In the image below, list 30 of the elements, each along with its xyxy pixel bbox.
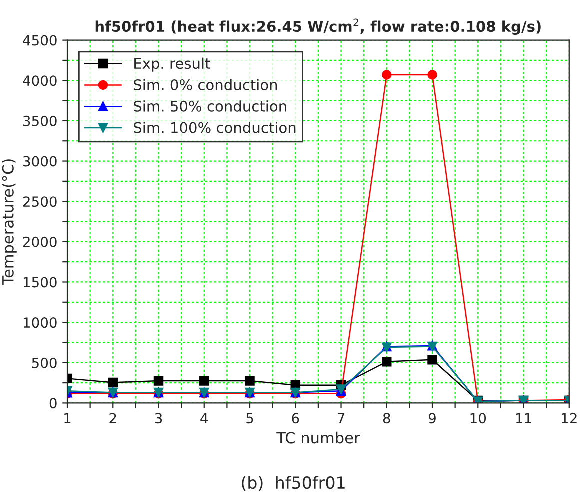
x-tick-label: 1 (64, 413, 71, 424)
legend-label: Sim. 50% conduction (134, 100, 286, 112)
x-tick-label: 7 (338, 413, 344, 424)
y-tick-label: 3000 (23, 156, 57, 167)
x-tick-label: 2 (110, 413, 116, 424)
legend-label: Sim. 0% conduction (134, 79, 278, 91)
y-tick-label: 2000 (23, 236, 57, 248)
x-tick-label: 5 (246, 413, 254, 424)
y-tick-label: 4000 (23, 76, 57, 86)
y-tick-label: 0 (50, 398, 57, 409)
y-tick-label: 2500 (23, 196, 57, 208)
x-tick-label: 9 (428, 413, 436, 424)
legend-label: Exp. result (134, 58, 210, 72)
x-tick-label: 6 (292, 413, 300, 424)
chart-title: hf50fr01 (heat flux:26.45 W/cm$^{2}$, flow rate:0.108 kg/s) (96, 18, 541, 36)
x-tick-label: 4 (200, 413, 208, 424)
x-axis-title: TC number (276, 432, 360, 444)
x-tick-label: 8 (383, 413, 390, 424)
text: (b) hf50fr01 (242, 476, 345, 492)
y-tick-label: 3500 (23, 116, 57, 126)
x-tick-label: 11 (516, 413, 532, 424)
y-tick-label: 4500 (23, 35, 57, 46)
y-tick-label: 500 (32, 358, 57, 368)
y-tick-label: 1500 (24, 277, 57, 288)
x-tick-label: 3 (155, 413, 162, 424)
y-axis-title: Temperature(°C) (2, 160, 17, 286)
x-tick-label: 10 (470, 413, 486, 424)
y-tick-label: 1000 (24, 318, 57, 328)
x-tick-label: 12 (562, 413, 577, 424)
legend-label: Sim. 100% conduction (134, 122, 296, 134)
